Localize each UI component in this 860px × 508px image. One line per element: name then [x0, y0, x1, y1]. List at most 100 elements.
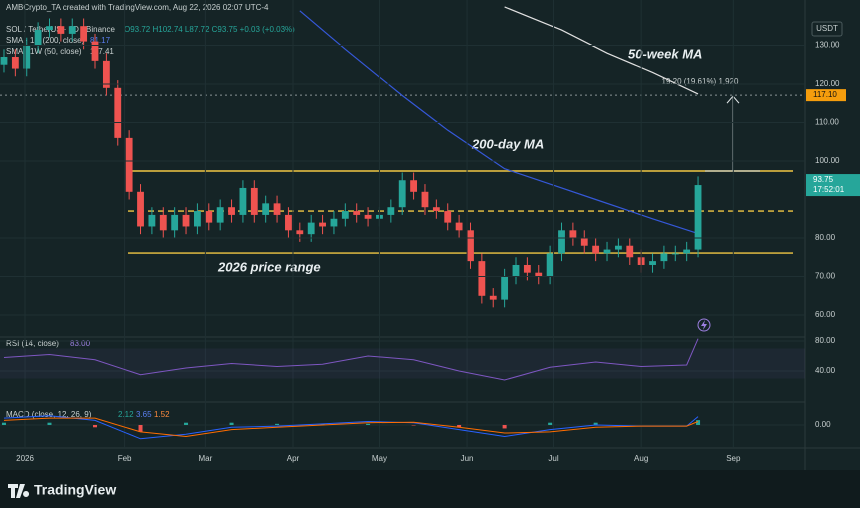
- candle-body: [398, 180, 406, 208]
- alert-icon[interactable]: [697, 318, 711, 332]
- x-tick-label: Jun: [461, 454, 474, 463]
- macd-histogram: [229, 422, 234, 425]
- macd-line: [3, 415, 699, 440]
- candle-body: [694, 185, 702, 250]
- candle-body: [683, 249, 691, 254]
- candle-body: [649, 261, 656, 265]
- candle-body: [57, 26, 65, 34]
- price-pane: [0, 6, 805, 308]
- candle-body: [239, 187, 247, 215]
- macd-histogram: [93, 425, 98, 428]
- candle-body: [364, 214, 372, 219]
- candle-body: [171, 214, 179, 231]
- candle-body: [285, 214, 292, 231]
- rsi-name: RSI (14, close): [6, 339, 59, 348]
- y-tick-label: 80.00: [815, 336, 836, 345]
- rsi-line: [3, 338, 699, 381]
- rsi-band: [0, 348, 805, 379]
- macd-histogram: [275, 423, 280, 425]
- candle-body: [102, 60, 110, 88]
- y-tick-label: 70.00: [815, 272, 836, 281]
- annotation: 2026 price range: [217, 259, 321, 274]
- signal-line: [3, 417, 699, 438]
- currency-box: [811, 21, 843, 37]
- candle-body: [228, 207, 235, 215]
- candle-body: [216, 207, 224, 223]
- candle-body: [330, 218, 338, 227]
- moving-average: [299, 10, 699, 235]
- candle-body: [307, 222, 315, 235]
- candle-body: [489, 295, 497, 300]
- x-tick-label: Mar: [198, 454, 212, 463]
- candle-body: [467, 230, 474, 262]
- macd-hist-value: 2.12: [118, 410, 134, 419]
- candle-body: [432, 207, 440, 212]
- candle-body: [182, 214, 190, 227]
- x-tick-label: Aug: [634, 454, 648, 463]
- candle-body: [558, 230, 565, 254]
- logo: [8, 484, 30, 498]
- candle-body: [671, 253, 679, 255]
- footer: [0, 470, 860, 508]
- x-tick-label: Jul: [548, 454, 558, 463]
- y-tick-label: 100.00: [815, 156, 840, 165]
- annotation: 50-week MA: [628, 46, 702, 61]
- price-label: 93.75: [813, 175, 834, 184]
- candle-body: [501, 276, 509, 300]
- candle-body: [68, 26, 76, 34]
- candle-body: [535, 272, 543, 277]
- alert-bolt: [701, 320, 707, 330]
- macd-histogram: [47, 422, 52, 425]
- rsi-value: 83.00: [70, 339, 91, 348]
- y-tick-label: 40.00: [815, 366, 836, 375]
- candle-body: [159, 214, 167, 231]
- y-tick-label: 120.00: [815, 79, 840, 88]
- candle-body: [23, 45, 31, 69]
- macd-histogram: [502, 425, 507, 429]
- attribution: AMBCrypto_TA created with TradingView.co…: [6, 3, 269, 12]
- macd-histogram: [457, 425, 462, 428]
- macd-histogram: [548, 422, 553, 425]
- candle-body: [341, 211, 349, 219]
- candle-body: [592, 245, 600, 254]
- candle-body: [512, 264, 520, 277]
- candle-body: [478, 261, 486, 296]
- candle-body: [387, 207, 395, 215]
- macd-value: 3.65: [136, 410, 152, 419]
- macd-histogram: [1, 422, 6, 425]
- target-label-box: [806, 89, 846, 102]
- moving-average: [504, 6, 699, 95]
- legend-entry: SMA · 1D (200, close): [6, 36, 85, 45]
- candle-body: [114, 87, 122, 138]
- candle-body: [455, 222, 463, 231]
- macd-histogram: [593, 422, 598, 425]
- candle-body: [523, 264, 531, 273]
- candle-body: [353, 211, 361, 215]
- target-label: 117.10: [813, 90, 837, 99]
- candle-body: [273, 203, 281, 215]
- candle-body: [11, 57, 19, 69]
- x-tick-label: 2026: [16, 454, 34, 463]
- y-tick-label: 60.00: [815, 310, 836, 319]
- price-label-box: [806, 174, 860, 197]
- candle-body: [421, 191, 429, 208]
- candle-body: [614, 245, 622, 250]
- candle-body: [319, 222, 326, 227]
- countdown: 17:52:01: [813, 185, 845, 194]
- candle-body: [80, 26, 88, 42]
- candle-body: [205, 211, 213, 223]
- x-tick-label: Sep: [726, 454, 741, 463]
- y-tick-label: 80.00: [815, 233, 836, 242]
- candle-body: [262, 203, 270, 215]
- candle-body: [603, 249, 611, 254]
- last-bar: O93.72 H102.74 L87.72 C93.75 +0.03 (+0.0…: [124, 25, 295, 34]
- legend-value: 81.17: [90, 36, 111, 45]
- macd-name: MACD (close, 12, 26, 9): [6, 410, 92, 419]
- annotation: 200-day MA: [471, 136, 544, 151]
- brand: TradingView: [34, 482, 116, 498]
- candle-body: [34, 30, 42, 46]
- candle-body: [137, 191, 144, 227]
- candle-body: [626, 245, 634, 258]
